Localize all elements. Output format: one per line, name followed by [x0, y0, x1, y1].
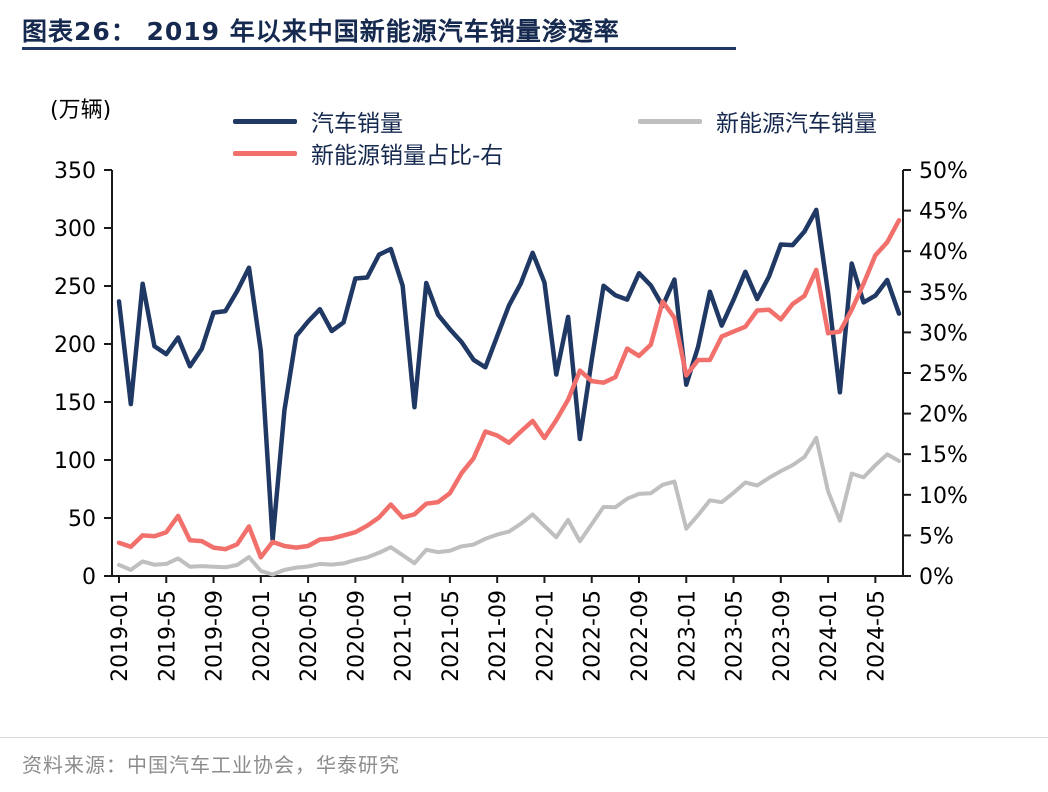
y-tick-label-left: 200 [54, 333, 96, 358]
y-tick-label-right: 50% [919, 159, 968, 184]
nev-share-line-swatch [233, 150, 297, 156]
left-axis-unit-label: (万辆) [50, 98, 112, 123]
y-tick-label-right: 20% [919, 403, 968, 428]
x-tick-label: 2023-01 [675, 590, 700, 682]
y-tick-label-right: 0% [919, 565, 954, 590]
x-tick-label: 2020-09 [344, 590, 369, 682]
x-tick-label: 2024-05 [864, 590, 889, 682]
y-tick-label-left: 300 [54, 217, 96, 242]
y-tick-label-right: 35% [919, 281, 968, 306]
legend-label: 新能源汽车销量 [716, 111, 877, 137]
x-tick-label: 2021-01 [392, 590, 417, 682]
x-tick-label: 2022-05 [581, 590, 606, 682]
y-tick-label-right: 30% [919, 321, 968, 346]
x-tick-label: 2019-01 [108, 590, 133, 682]
x-tick-label: 2021-09 [486, 590, 511, 682]
y-tick-label-right: 25% [919, 362, 968, 387]
source-note: 资料来源：中国汽车工业协会，华泰研究 [22, 753, 400, 777]
legend-label: 汽车销量 [311, 111, 403, 137]
y-tick-label-left: 250 [54, 275, 96, 300]
legend-item-nev-share: 新能源销量占比-右 [233, 136, 503, 170]
title-underline [22, 47, 736, 50]
y-tick-label-right: 10% [919, 484, 968, 509]
x-tick-label: 2022-01 [533, 590, 558, 682]
x-tick-label: 2019-05 [155, 590, 180, 682]
y-tick-label-right: 45% [919, 200, 968, 225]
x-tick-label: 2023-09 [770, 590, 795, 682]
series-line-auto-sales [116, 207, 902, 543]
x-tick-label: 2020-05 [297, 590, 322, 682]
y-tick-label-left: 100 [54, 449, 96, 474]
legend-item-nev-sales: 新能源汽车销量 [638, 104, 877, 138]
x-tick-label: 2019-09 [203, 590, 228, 682]
x-tick-label: 2022-09 [628, 590, 653, 682]
y-tick-label-left: 0 [82, 565, 96, 590]
y-tick-label-right: 15% [919, 443, 968, 468]
y-tick-label-left: 150 [54, 391, 96, 416]
x-tick-label: 2021-05 [439, 590, 464, 682]
x-tick-label: 2020-01 [250, 590, 275, 682]
legend-item-auto-sales: 汽车销量 [233, 104, 403, 138]
auto-sales-line-swatch [233, 118, 297, 124]
y-tick-label-left: 50 [68, 507, 96, 532]
nev-sales-line-swatch [638, 118, 702, 124]
x-tick-label: 2024-01 [817, 590, 842, 682]
figure-title: 图表26： 2019 年以来中国新能源汽车销量渗透率 [22, 17, 620, 46]
y-tick-label-left: 350 [54, 159, 96, 184]
series-line-nev-sales [117, 435, 901, 577]
x-tick-label: 2023-05 [723, 590, 748, 682]
footer-divider [0, 737, 1048, 738]
legend-label: 新能源销量占比-右 [311, 143, 504, 169]
y-tick-label-right: 5% [919, 524, 954, 549]
y-tick-label-right: 40% [919, 240, 968, 265]
series-line-nev-share [116, 218, 902, 560]
